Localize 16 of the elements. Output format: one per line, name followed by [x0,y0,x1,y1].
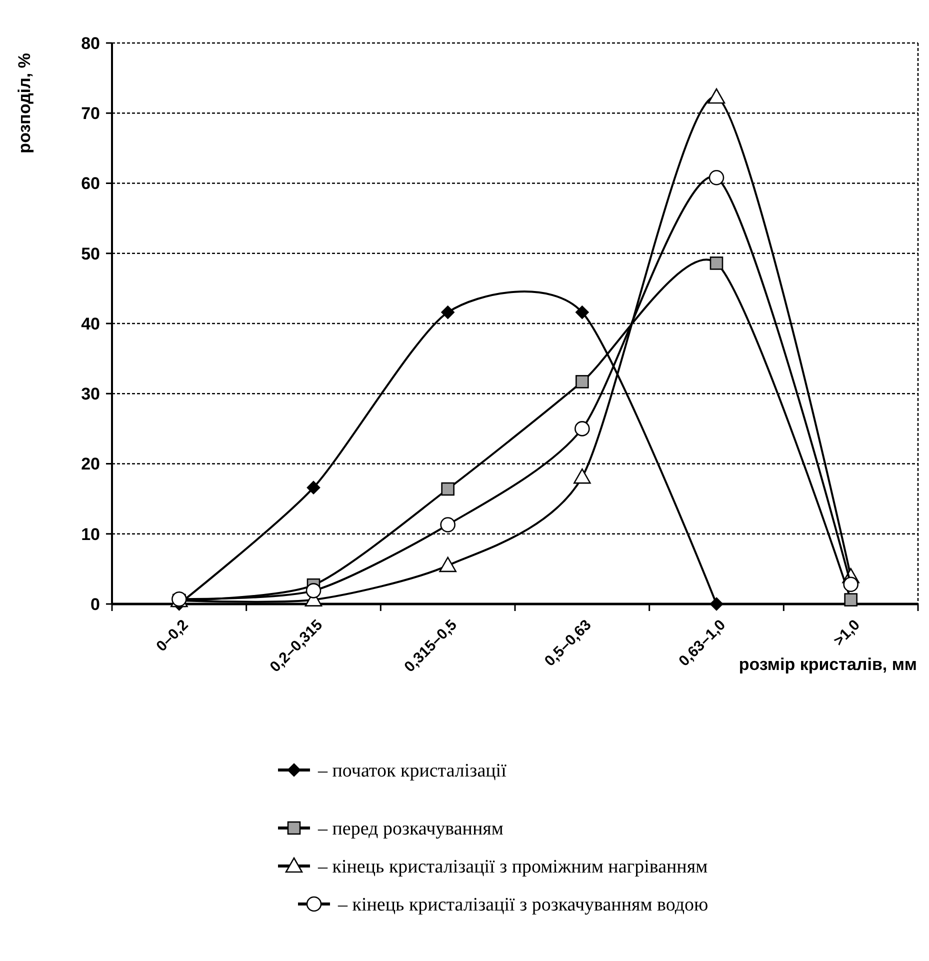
y-axis-title: розподіл, % [15,53,34,154]
legend-label: – початок кристалізації [317,760,508,782]
y-tick-label: 30 [81,384,100,404]
y-tick-label: 20 [81,454,100,474]
legend-label: – перед розкачуванням [317,818,504,840]
y-tick-label: 10 [81,524,100,544]
x-axis-title: розмір кристалів, мм [738,655,917,674]
y-tick-label: 70 [81,104,100,124]
y-tick-label: 0 [90,594,100,614]
legend-label: – кінець кристалізації з розкачуванням водою [337,894,708,916]
legend-label: – кінець кристалізації з проміжним нагріванням [317,856,708,878]
y-tick-label: 40 [81,314,100,334]
y-tick-label: 80 [81,34,100,53]
y-tick-label: 60 [81,174,100,194]
x-tick-label: >1,0 [830,616,864,650]
y-tick-label: 50 [81,244,100,264]
